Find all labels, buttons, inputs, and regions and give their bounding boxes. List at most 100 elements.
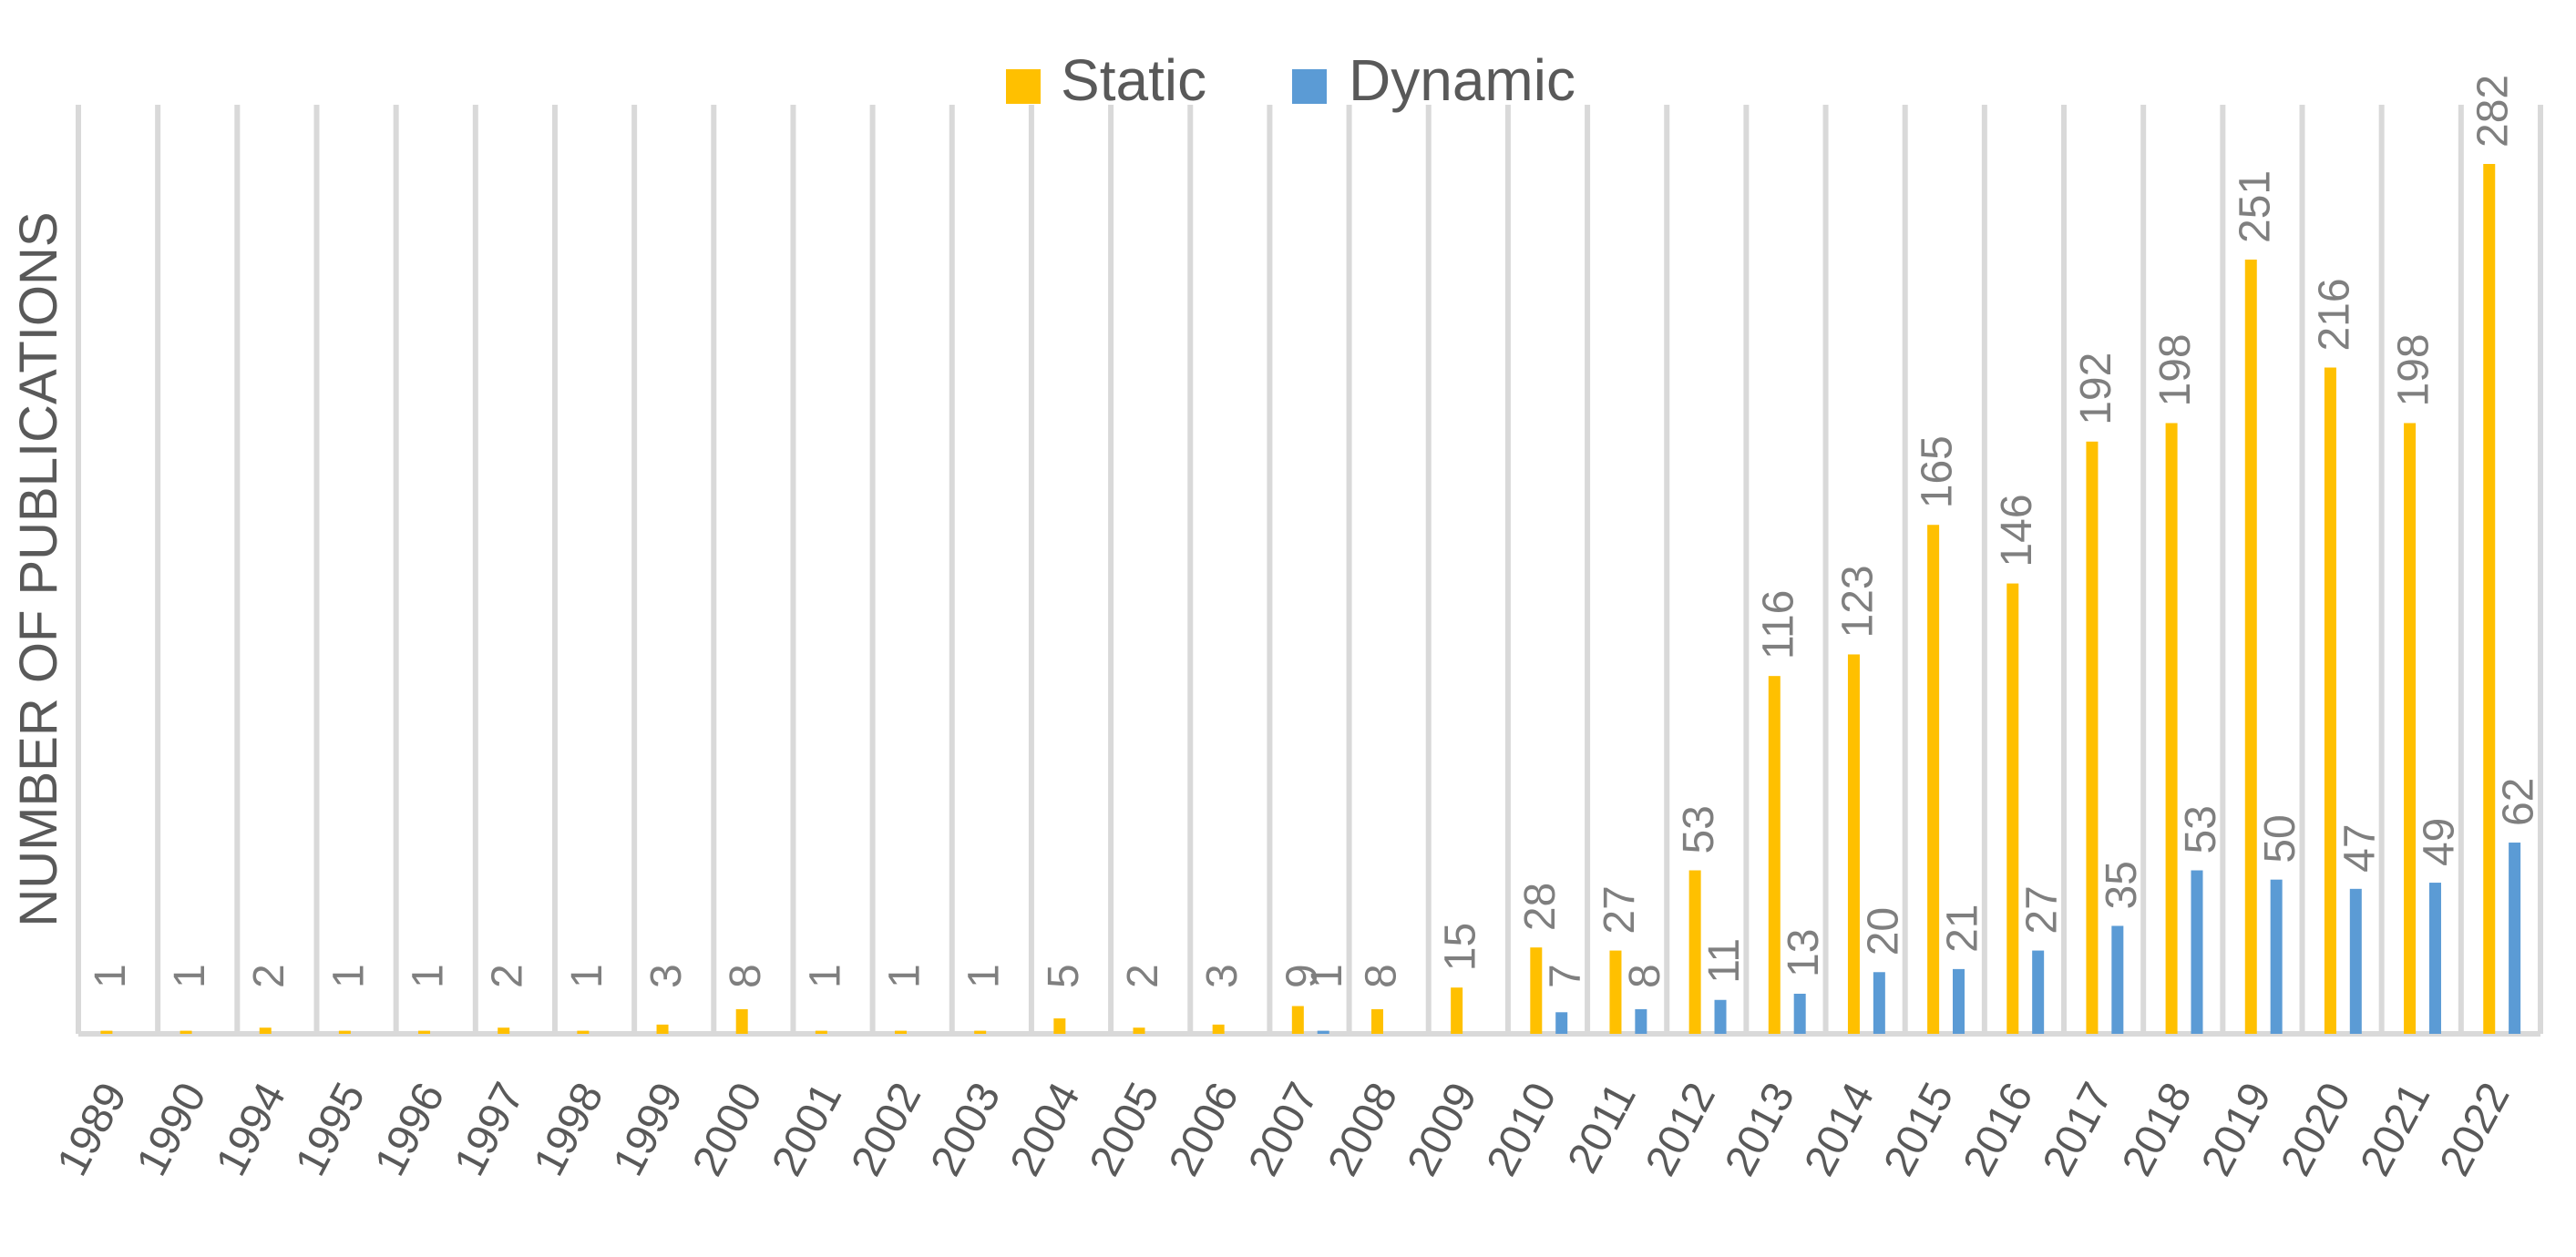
- bar-dynamic-2007: [1317, 1030, 1329, 1034]
- bar-static-1994: [259, 1027, 272, 1034]
- data-label-static-2016: 146: [1993, 494, 2041, 567]
- bar-static-2019: [2244, 259, 2257, 1034]
- bar-static-1997: [498, 1027, 510, 1034]
- bar-dynamic-2018: [2191, 870, 2203, 1034]
- bar-static-2007: [1291, 1006, 1304, 1034]
- bar-static-2020: [2324, 367, 2336, 1035]
- data-label-static-1998: 1: [563, 964, 611, 988]
- bar-static-2013: [1768, 676, 1781, 1034]
- x-tick-label-2010: 2010: [1478, 1075, 1566, 1183]
- bar-static-2006: [1212, 1024, 1225, 1034]
- x-tick-label-2021: 2021: [2352, 1075, 2440, 1183]
- bar-dynamic-2016: [2032, 950, 2045, 1034]
- bar-dynamic-2022: [2509, 843, 2521, 1034]
- data-label-static-2007: 9: [1278, 964, 1326, 988]
- data-label-static-2018: 198: [2151, 333, 2200, 406]
- x-tick-label-2004: 2004: [1001, 1075, 1090, 1183]
- bar-static-2021: [2404, 423, 2417, 1034]
- bar-dynamic-2019: [2270, 879, 2283, 1034]
- bar-static-2003: [974, 1030, 987, 1034]
- gridlines: [76, 105, 2543, 1037]
- data-label-dynamic-2018: 53: [2177, 805, 2225, 853]
- bar-static-2015: [1927, 525, 1940, 1034]
- x-tick-label-2008: 2008: [1319, 1075, 1407, 1183]
- bar-static-2001: [815, 1030, 827, 1034]
- x-tick-label-2017: 2017: [2034, 1075, 2122, 1183]
- bar-static-1989: [100, 1030, 113, 1034]
- data-label-dynamic-2007: 1: [1303, 964, 1351, 988]
- bar-static-1996: [418, 1030, 431, 1034]
- data-label-dynamic-2017: 35: [2098, 861, 2146, 909]
- x-tick-label-2020: 2020: [2272, 1075, 2360, 1183]
- x-tick-label-1999: 1999: [604, 1075, 693, 1183]
- x-tick-label-1996: 1996: [365, 1075, 454, 1183]
- legend-swatch-static: [1006, 69, 1041, 104]
- bar-dynamic-2011: [1635, 1008, 1647, 1034]
- x-tick-label-1995: 1995: [286, 1075, 375, 1183]
- x-tick-label-2014: 2014: [1795, 1075, 1883, 1183]
- data-label-static-1990: 1: [166, 964, 214, 988]
- x-tick-label-2012: 2012: [1637, 1075, 1725, 1183]
- data-label-static-2010: 28: [1516, 883, 1565, 931]
- bars: [100, 164, 2521, 1035]
- bar-static-1999: [656, 1024, 669, 1034]
- data-label-static-1997: 2: [484, 964, 532, 988]
- x-tick-label-2018: 2018: [2113, 1075, 2201, 1183]
- data-label-dynamic-2014: 20: [1859, 907, 1907, 956]
- data-label-static-2006: 3: [1198, 964, 1247, 988]
- legend-swatch-dynamic: [1292, 69, 1327, 104]
- data-label-dynamic-2013: 13: [1780, 929, 1828, 977]
- x-tick-label-1994: 1994: [207, 1075, 295, 1183]
- data-label-static-1994: 2: [245, 964, 293, 988]
- bar-dynamic-2012: [1714, 999, 1727, 1034]
- data-label-static-2009: 15: [1437, 923, 1485, 971]
- data-label-static-2002: 1: [881, 964, 929, 988]
- data-label-static-2001: 1: [801, 964, 849, 988]
- data-label-static-2019: 251: [2231, 170, 2279, 243]
- x-tick-label-2015: 2015: [1875, 1075, 1964, 1183]
- bar-static-2004: [1053, 1018, 1066, 1034]
- legend-label-dynamic: Dynamic: [1349, 47, 1575, 113]
- data-label-static-2011: 27: [1596, 885, 1644, 934]
- x-tick-label-2001: 2001: [763, 1075, 851, 1183]
- data-label-static-2003: 1: [960, 964, 1009, 988]
- bar-dynamic-2017: [2111, 925, 2124, 1034]
- data-label-dynamic-2010: 7: [1542, 964, 1590, 988]
- data-label-dynamic-2012: 11: [1700, 938, 1749, 984]
- data-label-dynamic-2016: 27: [2018, 885, 2067, 934]
- data-label-static-1999: 3: [642, 964, 691, 988]
- y-axis-title: NUMBER OF PUBLICATIONS: [9, 211, 68, 926]
- x-tick-label-1998: 1998: [525, 1075, 613, 1183]
- bar-dynamic-2010: [1555, 1012, 1568, 1034]
- data-label-static-2005: 2: [1119, 964, 1167, 988]
- x-tick-label-2006: 2006: [1160, 1075, 1248, 1183]
- bar-static-1998: [577, 1030, 590, 1034]
- x-tick-label-2003: 2003: [922, 1075, 1011, 1183]
- data-label-static-2000: 8: [722, 964, 770, 988]
- data-label-dynamic-2019: 50: [2256, 814, 2304, 863]
- data-label-static-2013: 116: [1754, 590, 1802, 660]
- bar-static-2011: [1609, 950, 1622, 1034]
- data-label-static-2008: 8: [1357, 964, 1405, 988]
- bar-static-2005: [1133, 1027, 1145, 1034]
- data-label-static-2015: 165: [1914, 435, 1962, 508]
- x-tick-label-1989: 1989: [48, 1075, 137, 1183]
- data-label-dynamic-2020: 47: [2335, 823, 2384, 872]
- data-labels: 1 1 2 1 1 2 1 3 8 1 1 1 5 2 3 91 81528727853111161312320…: [87, 75, 2543, 988]
- data-label-static-2021: 198: [2390, 333, 2438, 406]
- data-label-static-2020: 216: [2310, 278, 2358, 351]
- legend: Static Dynamic: [1006, 47, 1575, 113]
- bar-static-2010: [1530, 947, 1543, 1034]
- x-tick-label-1990: 1990: [128, 1075, 216, 1183]
- x-tick-label-2007: 2007: [1239, 1075, 1328, 1183]
- x-tick-label-2016: 2016: [1955, 1075, 2043, 1183]
- bar-static-1995: [338, 1030, 351, 1034]
- x-tick-label-2000: 2000: [683, 1075, 772, 1183]
- x-tick-label-2011: 2011: [1559, 1075, 1646, 1180]
- bar-static-2017: [2086, 441, 2099, 1034]
- data-label-dynamic-2011: 8: [1621, 964, 1669, 988]
- bar-static-2000: [735, 1008, 748, 1034]
- bar-static-2016: [2006, 583, 2019, 1034]
